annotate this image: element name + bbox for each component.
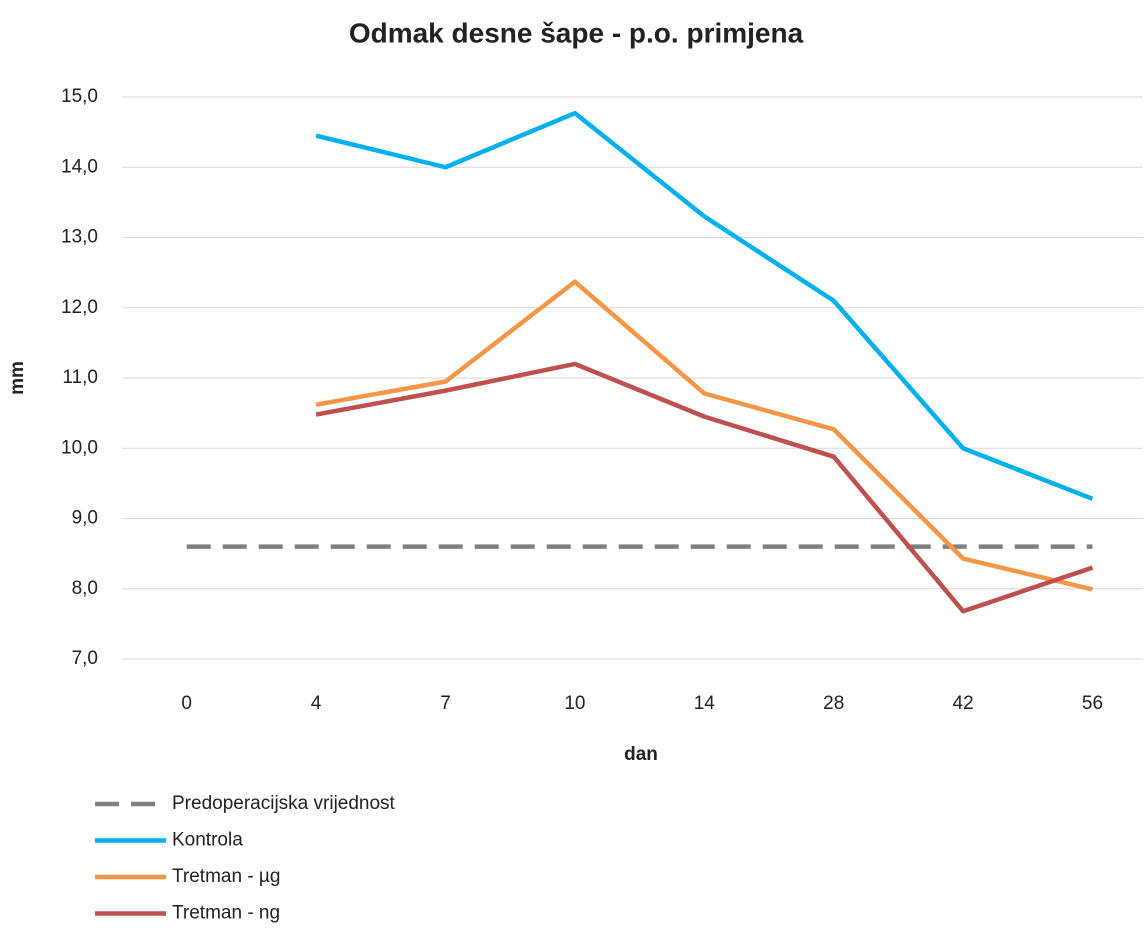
y-tick-label: 12,0	[61, 297, 98, 318]
series-line	[315, 110, 1094, 501]
x-tick-label: 7	[440, 693, 451, 714]
chart-title: Odmak desne šape - p.o. primjena	[349, 17, 804, 48]
x-tick-label: 28	[823, 693, 844, 714]
legend-label: Tretman - µg	[172, 866, 280, 887]
legend-label: Kontrola	[172, 830, 243, 851]
x-axis-label: dan	[624, 744, 658, 765]
y-tick-label: 8,0	[72, 578, 98, 599]
y-tick-label: 14,0	[61, 156, 98, 177]
x-tick-label: 4	[311, 693, 322, 714]
y-tick-label: 10,0	[61, 437, 98, 458]
y-tick-label: 9,0	[72, 508, 98, 529]
x-tick-label: 42	[953, 693, 974, 714]
y-axis-label: mm	[7, 361, 28, 395]
x-tick-label: 10	[564, 693, 585, 714]
y-tick-label: 15,0	[61, 86, 98, 107]
series-line	[315, 279, 1094, 592]
y-tick-label: 11,0	[62, 367, 98, 388]
legend-label: Tretman - ng	[172, 903, 280, 924]
series-line	[315, 361, 1094, 614]
y-tick-label: 13,0	[61, 227, 98, 248]
legend-label: Predoperacijska vrijednost	[172, 793, 396, 814]
y-tick-label: 7,0	[72, 648, 98, 669]
x-tick-label: 0	[181, 693, 192, 714]
x-tick-label: 14	[694, 693, 716, 714]
x-tick-label: 56	[1082, 693, 1103, 714]
